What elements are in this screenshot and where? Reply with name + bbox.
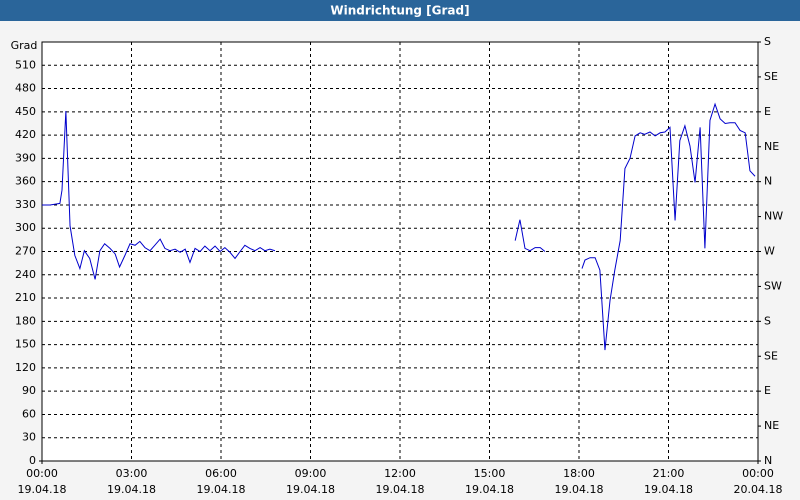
chart-title: Windrichtung [Grad] (330, 4, 469, 18)
y-tick-label: 330 (15, 198, 36, 211)
x-tick-label: 09:00 (295, 467, 327, 480)
y-tick-label: 300 (15, 221, 36, 234)
y-tick-label: 90 (22, 384, 36, 397)
y2-tick-label: NW (764, 210, 783, 223)
y-tick-label: 480 (15, 82, 36, 95)
x-tick-date: 19.04.18 (465, 483, 514, 496)
x-tick-label: 12:00 (384, 467, 416, 480)
y2-tick-label: NE (764, 419, 779, 432)
y-tick-label: 120 (15, 361, 36, 374)
y-tick-label: 0 (29, 454, 36, 467)
y2-tick-label: S (764, 314, 771, 327)
x-tick-label: 06:00 (205, 467, 237, 480)
x-tick-label: 03:00 (116, 467, 148, 480)
y2-tick-label: SE (764, 70, 778, 83)
y-tick-label: 450 (15, 105, 36, 118)
y2-tick-label: N (764, 454, 772, 467)
y2-tick-label: E (764, 384, 771, 397)
y-tick-label: 180 (15, 314, 36, 327)
y2-tick-label: SW (764, 279, 782, 292)
x-tick-label: 00:00 (26, 467, 58, 480)
title-bar (0, 0, 800, 21)
x-tick-date: 19.04.18 (644, 483, 693, 496)
x-tick-label: 21:00 (653, 467, 685, 480)
y2-tick-label: NE (764, 140, 779, 153)
x-tick-date: 19.04.18 (107, 483, 156, 496)
y2-tick-label: SE (764, 349, 778, 362)
x-tick-date: 19.04.18 (555, 483, 604, 496)
y2-tick-label: S (764, 35, 771, 48)
y-tick-label: 240 (15, 268, 36, 281)
y2-tick-label: E (764, 105, 771, 118)
y-tick-label: 510 (15, 58, 36, 71)
x-tick-date: 20.04.18 (734, 483, 783, 496)
y2-tick-label: W (764, 245, 775, 258)
x-tick-date: 19.04.18 (18, 483, 67, 496)
y2-tick-label: N (764, 175, 772, 188)
y-tick-label: 210 (15, 291, 36, 304)
x-tick-date: 19.04.18 (197, 483, 246, 496)
y-tick-label: 270 (15, 245, 36, 258)
y-tick-label: 390 (15, 151, 36, 164)
x-tick-label: 00:00 (742, 467, 774, 480)
y-axis-label: Grad (11, 39, 38, 52)
x-tick-label: 18:00 (563, 467, 595, 480)
x-tick-label: 15:00 (474, 467, 506, 480)
x-tick-date: 19.04.18 (286, 483, 335, 496)
y-tick-label: 60 (22, 407, 36, 420)
y-tick-label: 150 (15, 338, 36, 351)
y-tick-label: 360 (15, 175, 36, 188)
y-tick-label: 30 (22, 431, 36, 444)
y-tick-label: 420 (15, 128, 36, 141)
x-tick-date: 19.04.18 (376, 483, 425, 496)
data-line (42, 102, 756, 351)
